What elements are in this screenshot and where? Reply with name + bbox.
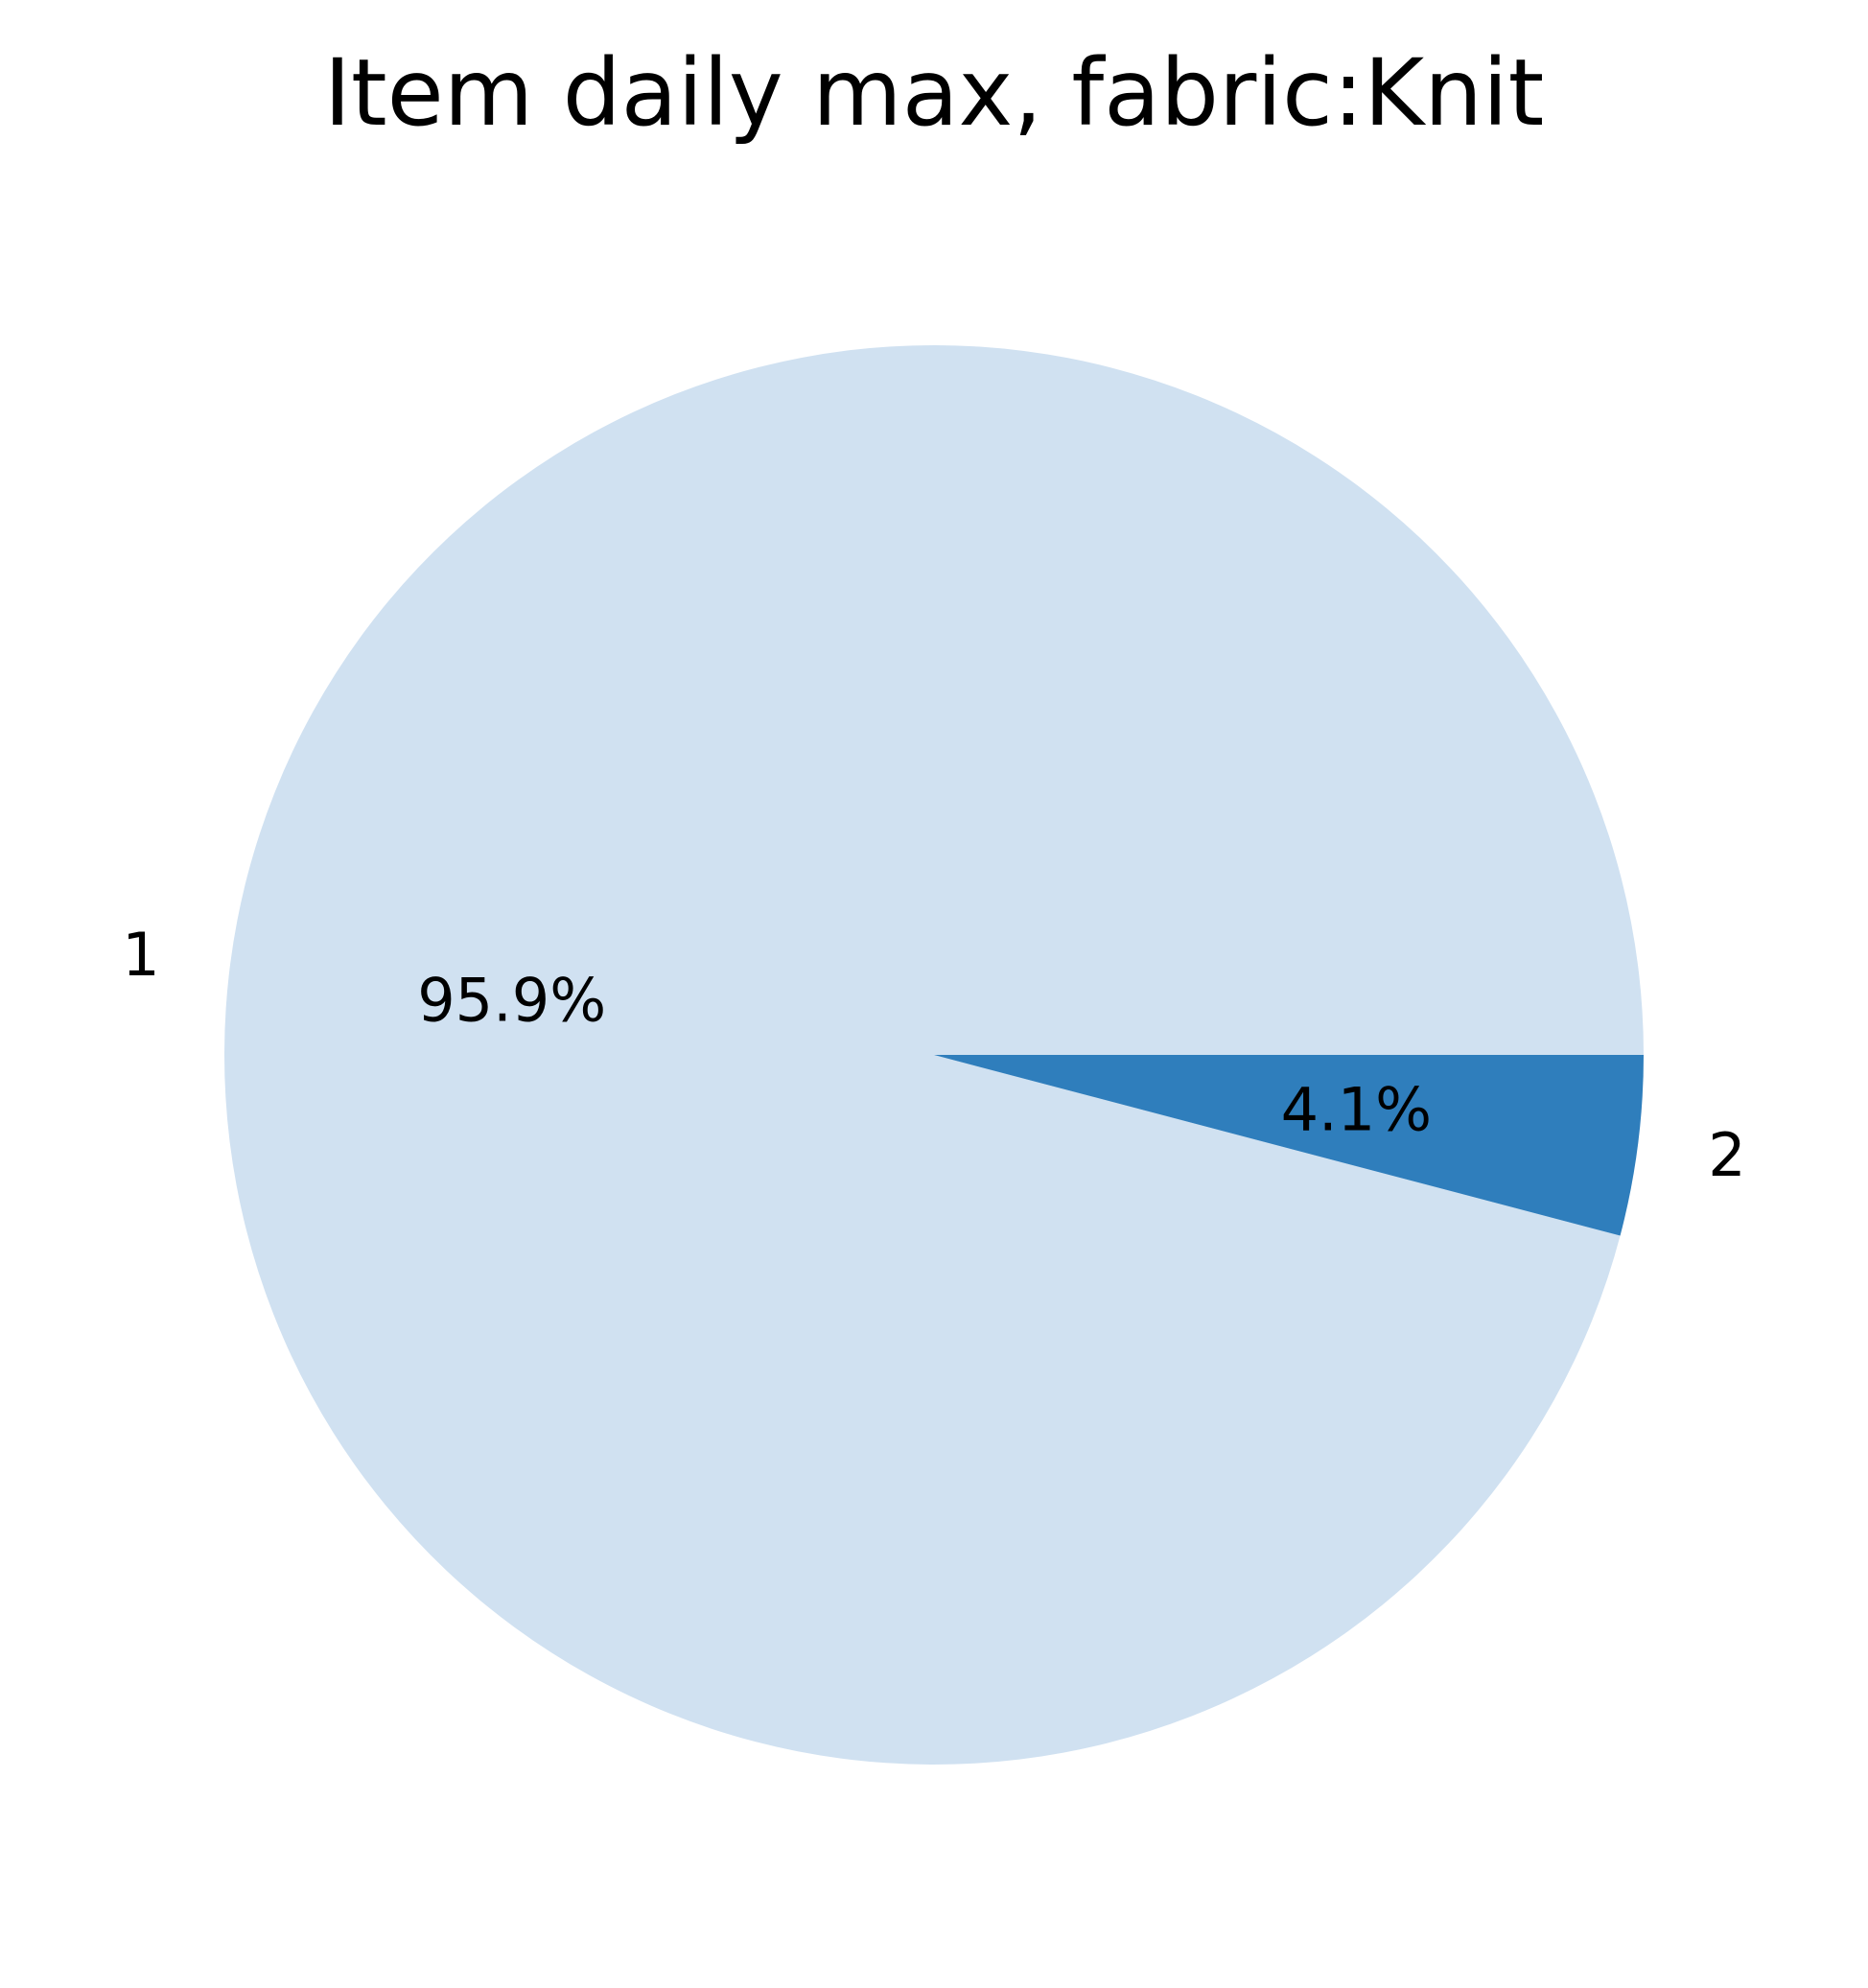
pie-category-label-1: 1 [122,920,159,990]
pie-pct-label-1: 95.9% [417,965,606,1035]
chart-title: Item daily max, fabric:Knit [324,39,1545,147]
pie-slice-2 [934,1055,1644,1236]
pie-slices [223,344,1644,1765]
pie-pct-label-2: 4.1% [1281,1075,1433,1145]
pie-labels: 95.9% 1 4.1% 2 [122,920,1745,1190]
pie-category-label-2: 2 [1708,1120,1745,1190]
